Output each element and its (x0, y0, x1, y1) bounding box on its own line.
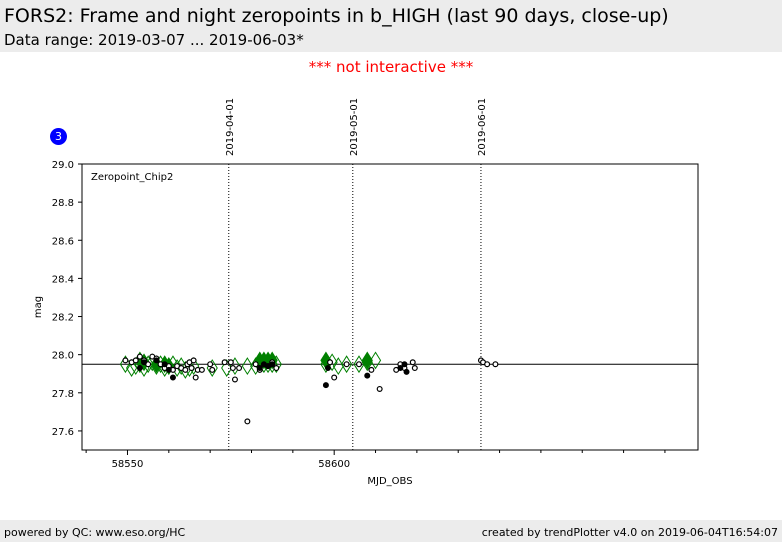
y-tick-label: 28.6 (52, 236, 74, 247)
night-zeropoint-point (331, 374, 338, 381)
night-zeropoint-filled-point (141, 359, 148, 366)
night-zeropoint-point (376, 385, 383, 392)
date-marker-label: 2019-05-01 (349, 98, 360, 156)
y-tick-label: 27.8 (52, 389, 74, 400)
night-zeropoint-point (221, 359, 228, 366)
night-zeropoint-point (136, 353, 143, 360)
night-zeropoint-point (192, 374, 199, 381)
night-zeropoint-point (327, 359, 334, 366)
plot-number-badge: 3 (50, 128, 67, 145)
night-zeropoint-point (209, 366, 216, 373)
night-zeropoint-filled-point (397, 365, 404, 372)
footer-bar: powered by QC: www.eso.org/HC created by… (0, 520, 782, 542)
night-zeropoint-filled-point (256, 365, 263, 372)
night-zeropoint-filled-point (401, 361, 408, 368)
data-range-subtitle: Data range: 2019-03-07 ... 2019-06-03* (4, 31, 304, 49)
night-zeropoint-point (273, 365, 280, 372)
y-tick-label: 28.2 (52, 313, 74, 324)
frame-zeropoint-point (341, 355, 353, 374)
night-zeropoint-point (411, 365, 418, 372)
night-zeropoint-point (198, 366, 205, 373)
night-zeropoint-filled-point (136, 365, 143, 372)
not-interactive-notice: *** not interactive *** (308, 58, 474, 76)
frame-zeropoint-point (241, 357, 253, 376)
date-marker-label: 2019-04-01 (225, 98, 236, 156)
night-zeropoint-point (227, 359, 234, 366)
night-zeropoint-point (252, 361, 259, 368)
night-zeropoint-filled-point (324, 365, 331, 372)
night-zeropoint-point (190, 357, 197, 364)
night-zeropoint-point (492, 361, 499, 368)
night-zeropoint-point (207, 361, 214, 368)
night-zeropoint-point (409, 359, 416, 366)
night-zeropoint-point (236, 365, 243, 372)
night-zeropoint-filled-point (153, 357, 160, 364)
footer-created-by: created by trendPlotter v4.0 on 2019-06-… (481, 526, 778, 539)
date-marker-label: 2019-06-01 (477, 98, 488, 156)
plot-frame (81, 163, 699, 451)
night-zeropoint-point (343, 361, 350, 368)
night-zeropoint-filled-point (322, 382, 329, 389)
night-zeropoint-point (368, 366, 375, 373)
night-zeropoint-point (484, 361, 491, 368)
y-tick-label: 27.6 (52, 427, 74, 438)
header-bar: FORS2: Frame and night zeropoints in b_H… (0, 0, 782, 52)
frame-zeropoint-point (126, 359, 138, 377)
y-tick-label: 28.4 (52, 274, 74, 285)
night-zeropoint-filled-point (364, 372, 371, 379)
page-title: FORS2: Frame and night zeropoints in b_H… (4, 5, 669, 27)
frame-zeropoint-filled-point (361, 351, 373, 370)
footer-powered-by: powered by QC: www.eso.org/HC (4, 526, 186, 539)
night-zeropoint-point (122, 357, 129, 364)
x-axis-label: MJD_OBS (367, 476, 412, 487)
night-zeropoint-point (355, 361, 362, 368)
x-tick-label: 58600 (318, 459, 350, 470)
night-zeropoint-filled-point (403, 368, 410, 375)
frame-zeropoint-point (369, 351, 382, 370)
y-tick-label: 29.0 (52, 160, 74, 171)
night-zeropoint-filled-point (169, 374, 176, 381)
night-zeropoint-filled-point (269, 361, 276, 368)
night-zeropoint-point (188, 365, 195, 372)
x-tick-label: 58550 (112, 459, 144, 470)
panel-label: Zeropoint_Chip2 (91, 172, 173, 183)
night-zeropoint-point (244, 418, 251, 425)
night-zeropoint-point (132, 357, 139, 364)
y-tick-label: 28.8 (52, 198, 74, 209)
night-zeropoint-point (182, 366, 189, 373)
night-zeropoint-point (231, 376, 238, 383)
y-tick-label: 28.0 (52, 351, 74, 362)
night-zeropoint-filled-point (165, 366, 172, 373)
night-zeropoint-filled-point (161, 361, 168, 368)
y-axis-label: mag (33, 296, 44, 318)
night-zeropoint-point (229, 365, 236, 372)
